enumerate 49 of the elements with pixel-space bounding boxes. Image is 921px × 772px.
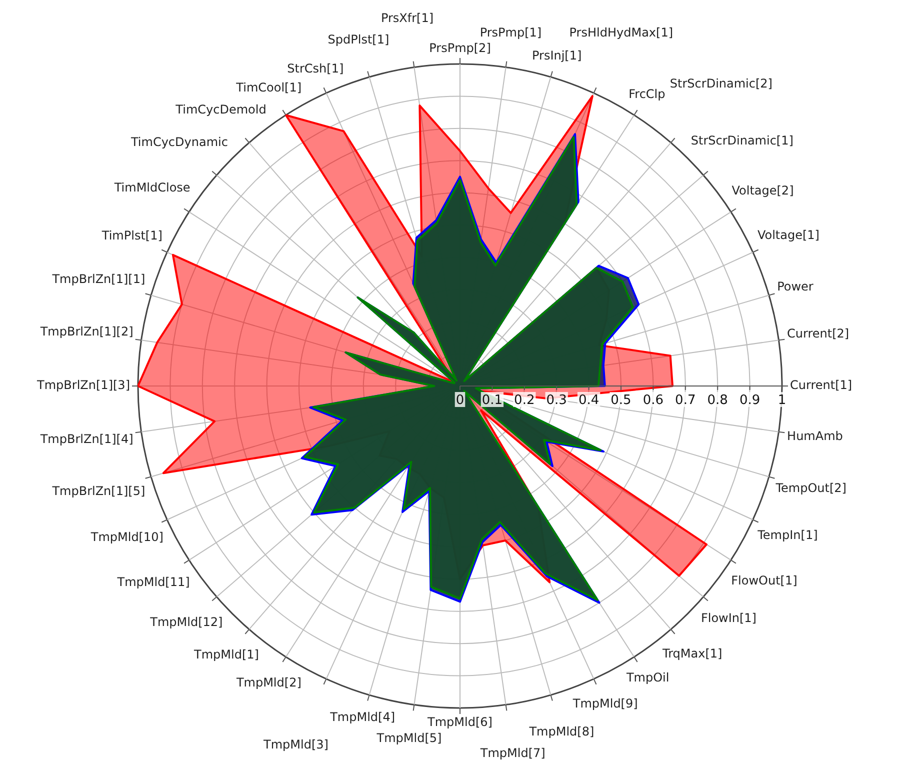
spoke-label: FrcClp	[628, 87, 666, 102]
spoke-label: TimMldClose	[113, 180, 190, 194]
spoke-label: Voltage[2]	[732, 184, 794, 198]
spoke-label: PrsPmp[1]	[480, 25, 542, 40]
spoke-label: TmpMld[1]	[193, 648, 259, 662]
spoke-label: StrCsh[1]	[287, 61, 344, 76]
spoke-label: TmpMld[11]	[116, 575, 190, 590]
spoke-label: TmpBrlZn[1][2]	[39, 324, 134, 338]
spoke-label: TmpMld[12]	[149, 615, 223, 630]
y-tick-label: 1	[778, 392, 786, 408]
spoke-label: TmpMld[3]	[262, 737, 328, 752]
spoke-label: Current[1]	[790, 378, 852, 392]
spoke-label: PrsHldHydMax[1]	[569, 25, 674, 40]
spoke-label: TmpMld[2]	[235, 675, 302, 690]
spoke-label: TmpBrlZn[1][1]	[51, 272, 146, 286]
spoke-label: Voltage[1]	[757, 228, 820, 242]
y-tick-label: 0.8	[707, 392, 728, 408]
spoke-label: TmpMld[8]	[528, 724, 594, 738]
spoke-label: TimCool[1]	[235, 80, 302, 95]
spoke-label: TmpMld[7]	[479, 746, 546, 760]
spoke-label: Power	[777, 280, 814, 294]
spoke-label: TimPlst[1]	[100, 228, 162, 242]
spoke-label: FlowIn[1]	[700, 610, 756, 625]
spoke-label: FlowOut[1]	[731, 574, 798, 588]
spoke-label: TimCycDemold	[174, 102, 266, 116]
spoke-label: PrsPmp[2]	[429, 41, 491, 56]
spoke-label: StrScrDinamic[1]	[690, 134, 794, 148]
spoke-label: TempIn[1]	[756, 528, 818, 542]
spoke-label: TmpBrlZn[1][4]	[39, 432, 134, 446]
spoke-label: TmpBrlZn[1][3]	[36, 378, 130, 392]
spoke-label: TmpMld[9]	[572, 696, 638, 710]
spoke-label: TrqMax[1]	[662, 646, 722, 660]
spoke-label: HumAmb	[787, 429, 843, 444]
spoke-label: TmpBrlZn[1][5]	[51, 484, 146, 498]
spoke-label: TmpMld[5]	[376, 731, 442, 746]
spoke-label: TmpMld[6]	[426, 715, 492, 730]
spoke-label: TimCycDynamic	[130, 135, 228, 150]
spoke-label: PrsXfr[1]	[380, 11, 434, 26]
y-tick-label: 0.9	[739, 392, 760, 408]
y-tick-label: 0.6	[642, 392, 664, 408]
y-tick-label: 0.7	[675, 392, 696, 408]
spoke-label: TmpMld[10]	[90, 530, 164, 544]
spoke-label: TmpMld[4]	[329, 710, 396, 724]
spoke-label: PrsInj[1]	[532, 48, 582, 62]
spoke-label: StrScrDinamic[2]	[670, 76, 772, 91]
spoke-label: TmpOil	[625, 670, 670, 684]
spoke-label: SpdPlst[1]	[328, 32, 390, 46]
spoke-label: TempOut[2]	[774, 481, 846, 496]
spoke-label: Current[2]	[786, 326, 850, 341]
